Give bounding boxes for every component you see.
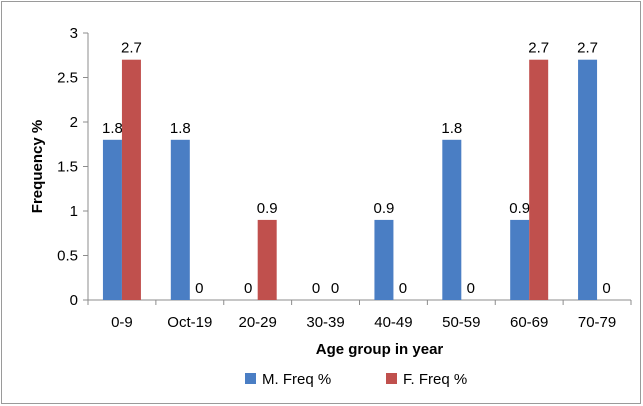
data-label: 0.9	[257, 200, 278, 217]
bar-f-freq	[529, 59, 549, 301]
legend-label: F. Freq %	[403, 371, 467, 388]
legend-label: M. Freq %	[262, 371, 331, 388]
x-tick-label: 60-69	[510, 314, 548, 331]
data-label: 0	[399, 280, 407, 297]
x-tick-label: 50-59	[442, 314, 480, 331]
y-tick-label: 2.5	[57, 70, 78, 87]
bar-f-freq	[121, 59, 141, 301]
y-tick-label: 1.5	[57, 159, 78, 176]
legend-swatch	[386, 373, 397, 384]
data-label: 0	[195, 280, 203, 297]
data-label: 2.7	[121, 40, 142, 57]
x-tick-label: 20-29	[239, 314, 277, 331]
data-label: 0	[244, 280, 252, 297]
data-label: 0	[312, 280, 320, 297]
x-tick-label: 70-79	[578, 314, 616, 331]
x-tick-label: Oct-19	[167, 314, 212, 331]
data-label: 1.8	[102, 120, 123, 137]
bar-m-freq	[510, 219, 530, 300]
data-label: 0.9	[509, 200, 530, 217]
data-label: 1.8	[441, 120, 462, 137]
y-tick-label: 0.5	[57, 248, 78, 265]
data-label: 0.9	[374, 200, 395, 217]
y-tick-label: 2	[70, 114, 78, 131]
x-axis-title: Age group in year	[316, 341, 444, 358]
data-label: 2.7	[528, 40, 549, 57]
data-label: 1.8	[170, 120, 191, 137]
y-tick-label: 0	[70, 292, 78, 309]
y-tick-label: 3	[70, 25, 78, 42]
bar-m-freq	[170, 139, 190, 300]
bar-m-freq	[374, 219, 394, 300]
y-axis-title: Frequency %	[29, 120, 46, 213]
legend-swatch	[245, 373, 256, 384]
bar-m-freq	[102, 139, 122, 300]
data-label: 0	[331, 280, 339, 297]
data-label: 0	[467, 280, 475, 297]
data-label: 0	[602, 280, 610, 297]
x-tick-label: 30-39	[306, 314, 344, 331]
x-tick-label: 40-49	[374, 314, 412, 331]
bar-m-freq	[578, 59, 598, 301]
x-tick-label: 0-9	[111, 314, 133, 331]
bar-m-freq	[442, 139, 462, 300]
bar-f-freq	[257, 219, 277, 300]
data-label: 2.7	[577, 40, 598, 57]
y-tick-label: 1	[70, 203, 78, 220]
